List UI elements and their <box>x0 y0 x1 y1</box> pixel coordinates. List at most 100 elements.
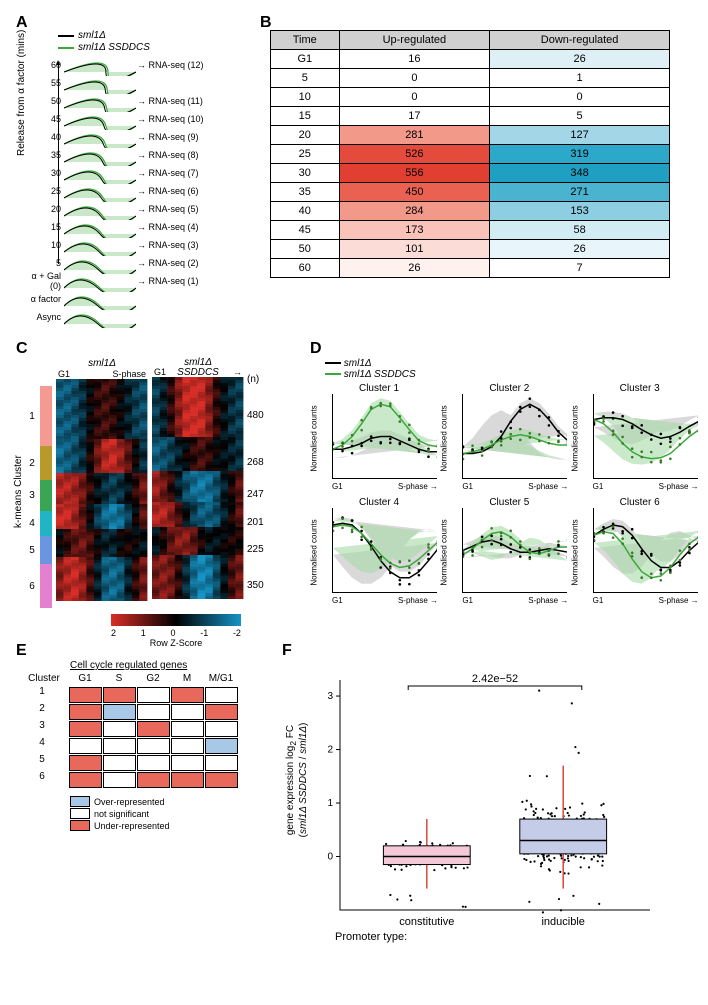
e-cell <box>137 721 170 737</box>
cluster-plot: Cluster 3Normalised countsG1S-phase → <box>581 383 699 491</box>
heatmap-sml1 <box>56 379 148 601</box>
cluster-segment <box>40 480 52 511</box>
rna-seq-label: → RNA-seq (11) <box>137 96 203 106</box>
panel-e-label: E <box>16 642 27 660</box>
table-cell: 15 <box>271 107 340 126</box>
rna-seq-label: → RNA-seq (2) <box>137 258 199 268</box>
e-cluster-label: 6 <box>20 771 68 788</box>
table-cell: 526 <box>339 145 490 164</box>
panel-a: sml1Δ sml1Δ SSDDCS Release from α factor… <box>28 30 223 326</box>
heatmap-ssddcs <box>152 377 244 599</box>
e-cell <box>103 704 136 720</box>
hm-x-end: S-phase <box>112 369 146 379</box>
table-row: 25526319 <box>271 145 670 164</box>
cluster-ylabel: Normalised counts <box>440 399 449 479</box>
e-cell <box>103 772 136 788</box>
legend-d: sml1Δ sml1Δ SSDDCS <box>325 358 705 380</box>
table-cell: 0 <box>339 88 490 107</box>
hm-x-start: G1 <box>58 369 70 379</box>
table-cell: 26 <box>490 240 670 259</box>
e-cell <box>103 687 136 703</box>
table-cell: 556 <box>339 164 490 183</box>
e-cell <box>69 755 102 771</box>
e-cell <box>205 687 238 703</box>
heatmap1-title: sml1Δ <box>56 358 148 369</box>
cluster-n: 268 <box>247 445 277 479</box>
panel-d: sml1Δ sml1Δ SSDDCS Cluster 1Normalised c… <box>320 358 705 605</box>
ridge-peak <box>64 308 136 326</box>
e-cluster-label: 3 <box>20 720 68 737</box>
table-cell: 45 <box>271 221 340 240</box>
cluster-num: 2 <box>29 446 35 480</box>
e-col-header: G1 <box>68 673 102 686</box>
panel-c: k-means Cluster 123456 sml1Δ G1S-phase s… <box>16 358 296 648</box>
e-cell <box>171 755 204 771</box>
table-row: 1000 <box>271 88 670 107</box>
table-cell: 25 <box>271 145 340 164</box>
rna-seq-label: → RNA-seq (10) <box>137 114 204 124</box>
cluster-numbers: 123456 <box>26 386 38 608</box>
table-cell: 26 <box>339 259 490 278</box>
deg-table: TimeUp-regulatedDown-regulatedG116265011… <box>270 30 670 278</box>
table-cell: 1 <box>490 69 670 88</box>
panel-b: TimeUp-regulatedDown-regulatedG116265011… <box>270 30 670 278</box>
y-axis-label-a: Release from α factor (mins) <box>16 30 27 156</box>
e-cell <box>171 687 204 703</box>
table-row: 5010126 <box>271 240 670 259</box>
rna-seq-label: → RNA-seq (3) <box>137 240 199 250</box>
colorbar-c: 210-1-2 Row Z-Score <box>56 614 296 648</box>
table-cell: 101 <box>339 240 490 259</box>
panel-d-label: D <box>310 340 322 358</box>
panel-c-label: C <box>16 340 28 358</box>
cluster-n: 480 <box>247 385 277 445</box>
table-cell: 153 <box>490 202 670 221</box>
cluster-plot: Cluster 6Normalised countsG1S-phase → <box>581 497 699 605</box>
cluster-num: 1 <box>29 386 35 446</box>
e-cell <box>171 704 204 720</box>
e-legend-item: Over-represented <box>70 796 260 807</box>
e-cell <box>137 687 170 703</box>
cluster-plot: Cluster 4Normalised countsG1S-phase → <box>320 497 438 605</box>
svg-text:2.42e−52: 2.42e−52 <box>472 673 518 685</box>
e-col-header: M/G1 <box>204 673 238 686</box>
cluster-plot: Cluster 2Normalised countsG1S-phase → <box>450 383 568 491</box>
table-cell: 35 <box>271 183 340 202</box>
table-cell: 40 <box>271 202 340 221</box>
cluster-n: 350 <box>247 563 277 607</box>
table-cell: 10 <box>271 88 340 107</box>
rna-seq-label: → RNA-seq (7) <box>137 168 199 178</box>
svg-text:Promoter type:: Promoter type: <box>335 931 407 943</box>
cluster-xaxis: G1S-phase → <box>462 596 568 605</box>
cluster-segment <box>40 536 52 564</box>
svg-text:2: 2 <box>327 745 333 756</box>
svg-text:constitutive: constitutive <box>399 916 454 928</box>
cluster-ylabel: Normalised counts <box>570 513 579 593</box>
cluster-title: Cluster 3 <box>581 383 699 394</box>
table-cell: 271 <box>490 183 670 202</box>
e-cell <box>137 772 170 788</box>
cluster-title: Cluster 6 <box>581 497 699 508</box>
enrichment-grid: ClusterG1SG2MM/G1123456 <box>20 673 260 788</box>
table-cell: G1 <box>271 50 340 69</box>
table-header: Up-regulated <box>339 31 490 50</box>
cluster-segment <box>40 446 52 480</box>
rna-seq-label: → RNA-seq (6) <box>137 186 199 196</box>
panel-e: Cell cycle regulated genes ClusterG1SG2M… <box>20 660 260 832</box>
table-row: 60267 <box>271 259 670 278</box>
table-row: 4517358 <box>271 221 670 240</box>
cluster-xaxis: G1S-phase → <box>332 596 438 605</box>
cluster-num: 3 <box>29 480 35 511</box>
boxplot: 01232.42e−52constitutiveinduciblePromote… <box>290 660 660 950</box>
table-cell: 450 <box>339 183 490 202</box>
rna-seq-label: → RNA-seq (4) <box>137 222 199 232</box>
table-cell: 127 <box>490 126 670 145</box>
rna-seq-label: → RNA-seq (12) <box>137 60 204 70</box>
table-cell: 20 <box>271 126 340 145</box>
table-cell: 281 <box>339 126 490 145</box>
e-cell <box>171 772 204 788</box>
e-col-header: S <box>102 673 136 686</box>
svg-text:inducible: inducible <box>541 916 584 928</box>
table-cell: 16 <box>339 50 490 69</box>
e-cell <box>103 755 136 771</box>
ridgeline-plot: Release from α factor (mins) 60 → RNA-se… <box>28 56 223 326</box>
